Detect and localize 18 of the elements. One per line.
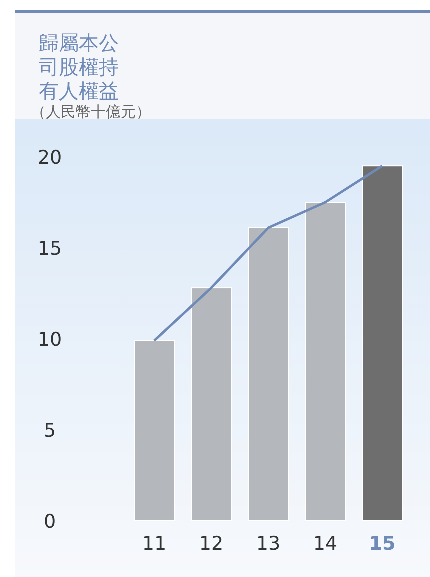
x-tick-label: 15 [369, 533, 396, 555]
line-series [153, 164, 384, 342]
bar [362, 166, 403, 522]
x-tick-label: 12 [199, 533, 224, 555]
y-tick-label: 0 [44, 511, 56, 533]
y-tick-label: 5 [44, 420, 56, 442]
bar [191, 288, 232, 522]
bar [134, 340, 175, 522]
bar [305, 202, 346, 522]
x-tick-label: 14 [313, 533, 338, 555]
y-tick-label: 20 [38, 147, 62, 169]
y-tick-label: 10 [38, 329, 62, 351]
y-tick-label: 15 [38, 238, 62, 260]
chart-subtitle: （人民幣十億元） [31, 103, 152, 121]
bar [248, 227, 289, 522]
x-tick-label: 13 [256, 533, 281, 555]
chart-title: 歸屬本公司股權持有人權益 [39, 31, 120, 103]
x-tick-label: 11 [142, 533, 167, 555]
